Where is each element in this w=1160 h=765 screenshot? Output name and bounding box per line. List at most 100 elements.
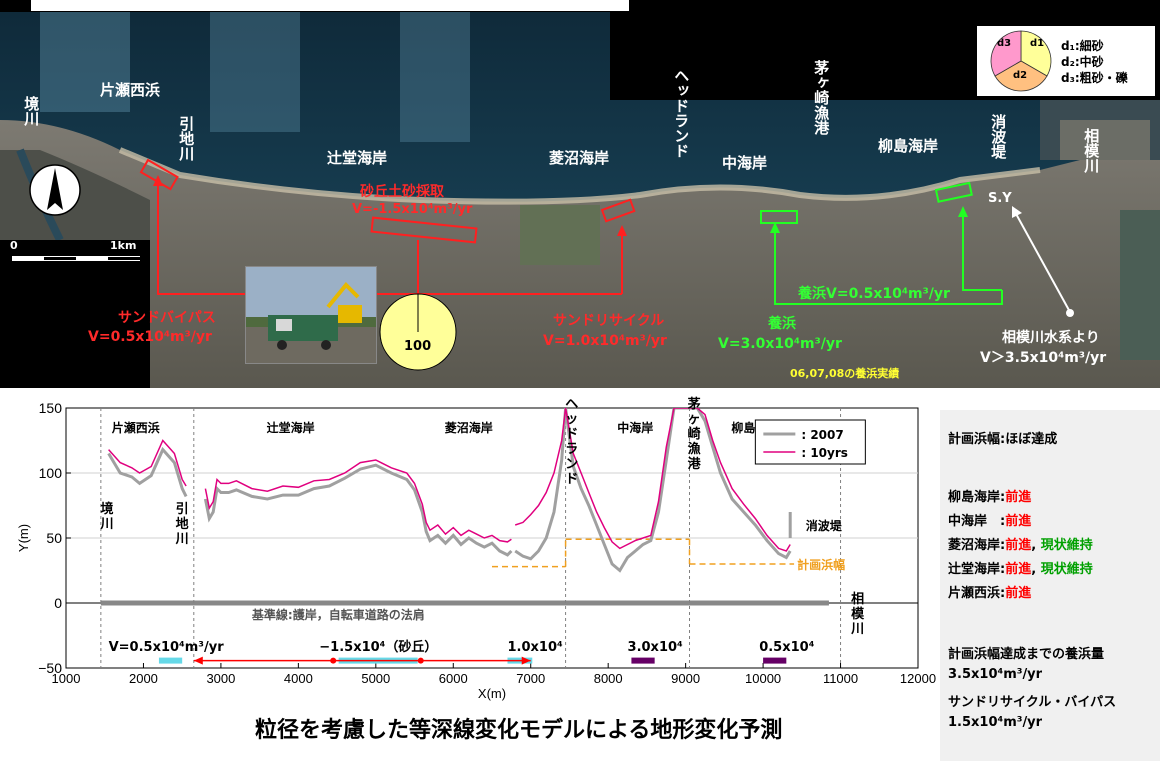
region-label: 片瀬西浜 [112,420,160,435]
region-label: 辻堂海岸 [267,420,315,435]
beach-status-row: 菱沼海岸:前進, 現状維持 [948,534,1093,553]
vertical-label-char: ド [565,427,578,442]
vertical-label-char: 茅 [688,396,701,412]
legend-10yrs-label: : 10yrs [801,446,848,460]
x-tick-label: 2000 [129,671,158,686]
x-tick-label: 9000 [671,671,700,686]
beach-name: 柳島海岸: [948,490,1006,505]
nourish-center-title: 養浜 [768,316,796,332]
x-tick-label: 4000 [284,671,313,686]
vertical-label-char: 地 [176,516,189,532]
vertical-label-char: 境 [101,501,114,517]
label-katasenishihama: 片瀬西浜 [100,81,161,99]
label-sy: S.Y [988,191,1012,206]
legend-d2: d₂:中砂 [1061,55,1104,69]
legend-d1: d₁:細砂 [1061,39,1104,53]
vertical-label-char: 川 [175,532,189,547]
label-chigasaki-port: 茅ヶ崎漁港 [812,60,831,135]
beach-status-row: 中海岸 :前進 [948,510,1031,529]
recycle-total-title: サンドリサイクル・バイパス [948,695,1117,710]
vertical-label-char: ヶ [688,412,701,427]
shoreline-chart: 1000 2000 3000 4000 5000 6000 7000 8000 9000 1000… [0,388,940,761]
baseline-label: 基準線:護岸，自転車道路の法肩 [251,607,425,622]
beach-status-row: 辻堂海岸:前進, 現状維持 [948,558,1093,577]
volume-bar [631,657,655,664]
beach-status-value: 前進 [1005,586,1032,601]
y-axis-label: Y(m) [16,524,31,552]
vertical-label-char: 引 [176,502,189,517]
scale-zero: 0 [10,239,18,252]
x-tick-label: 12000 [900,671,936,686]
y-tick-label: 0 [54,595,62,611]
beach-status-value: 前進 [1005,514,1032,529]
x-tick-label: 11000 [823,671,858,686]
volume-label-recycle: 1.0x10⁴ [507,640,563,655]
need-value: 3.5x10⁴m³/yr [948,667,1043,682]
nourish-east-value: 養浜V=0.5x10⁴m³/yr [798,286,950,302]
beach-status-value: , [1031,538,1041,553]
beach-status-value: 前進 [1005,538,1032,553]
slice-d1-label: d1 [1030,38,1045,49]
label-hishinuma: 菱沼海岸 [549,149,610,167]
recycle-value: V=1.0x10⁴m³/yr [543,333,667,349]
y-tick-label: 150 [39,400,63,416]
grain-size-legend: d1 d2 d3 d₁:細砂 d₂:中砂 d₃:粗砂・礫 [975,24,1157,98]
scale-1km: 1km [110,239,137,252]
y-tick-label: 100 [39,465,63,481]
beach-status-value: 現状維持 [1040,562,1093,577]
y-tick-label: −50 [38,660,62,676]
plan-status: 計画浜幅:ほぼ達成 [948,432,1058,447]
x-tick-label: 7000 [516,671,545,686]
vertical-label-char: ド [565,472,578,487]
series-2007-line [107,446,513,557]
beach-status-value: , [1031,562,1041,577]
dune-value: V=-1.5x10⁴m³/yr [352,202,473,217]
beach-status-row: 片瀬西浜:前進 [948,582,1031,601]
x-tick-label: 3000 [206,671,235,686]
figure-caption: 粒径を考慮した等深線変化モデルによる地形変化予測 [255,718,783,743]
bypass-title: サンドバイパス [118,310,216,326]
slice-d2-label: d2 [1013,70,1028,81]
vertical-label-char: 川 [850,622,864,637]
x-tick-label: 5000 [361,671,390,686]
vertical-label-char: 川 [100,517,114,532]
recycle-title: サンドリサイクル [553,313,665,329]
region-label: 菱沼海岸 [445,420,493,435]
transport-dot [330,657,337,664]
sagami-supply-title: 相模川水系より [1002,330,1100,346]
vertical-label-char: 模 [851,606,865,622]
slice-d3-label: d3 [997,38,1012,49]
label-sakaigawa: 境川 [22,96,41,126]
label-sagamigawa: 相模川 [1082,128,1101,173]
transport-arrow-left [193,656,203,665]
beach-name: 菱沼海岸: [948,538,1006,553]
record-note: 06,07,08の養浜実績 [790,367,900,380]
transport-arrow-right [521,656,531,665]
volume-label-center: 3.0x10⁴ [628,640,684,655]
x-tick-label: 10000 [745,671,781,686]
truck-photo [245,266,377,364]
x-tick-label: 6000 [439,671,468,686]
series-10yrs-line [108,408,791,552]
x-axis-label: X(m) [478,686,506,701]
label-hikijigawa: 引地川 [177,116,196,161]
series-2007-line [514,408,792,573]
vertical-label-char: ン [565,457,578,472]
pie-value: 100 [404,339,432,354]
need-title: 計画浜幅達成までの養浜量 [948,647,1105,662]
label-yanagishima: 柳島海岸 [878,137,939,155]
dune-title: 砂丘土砂採取 [360,184,444,200]
region-label: 中海岸 [617,420,653,435]
recycle-total-value: 1.5x10⁴m³/yr [948,715,1043,730]
beach-name: 片瀬西浜: [948,586,1006,601]
plan-width-label: 計画浜幅 [797,557,845,572]
beach-status-value: 前進 [1005,562,1032,577]
vertical-label-char: ッ [565,412,578,427]
volume-bar [763,657,787,664]
vertical-label-char: 漁 [688,441,701,457]
result-panel: 計画浜幅:ほぼ達成 柳島海岸:前進 中海岸 :前進 菱沼海岸:前進, 現状維持 辻堂海… [940,410,1160,761]
vertical-label-char: 崎 [688,426,701,442]
x-tick-label: 1000 [52,671,81,686]
beach-name: 辻堂海岸: [948,562,1006,577]
beach-status-value: 前進 [1005,490,1032,505]
